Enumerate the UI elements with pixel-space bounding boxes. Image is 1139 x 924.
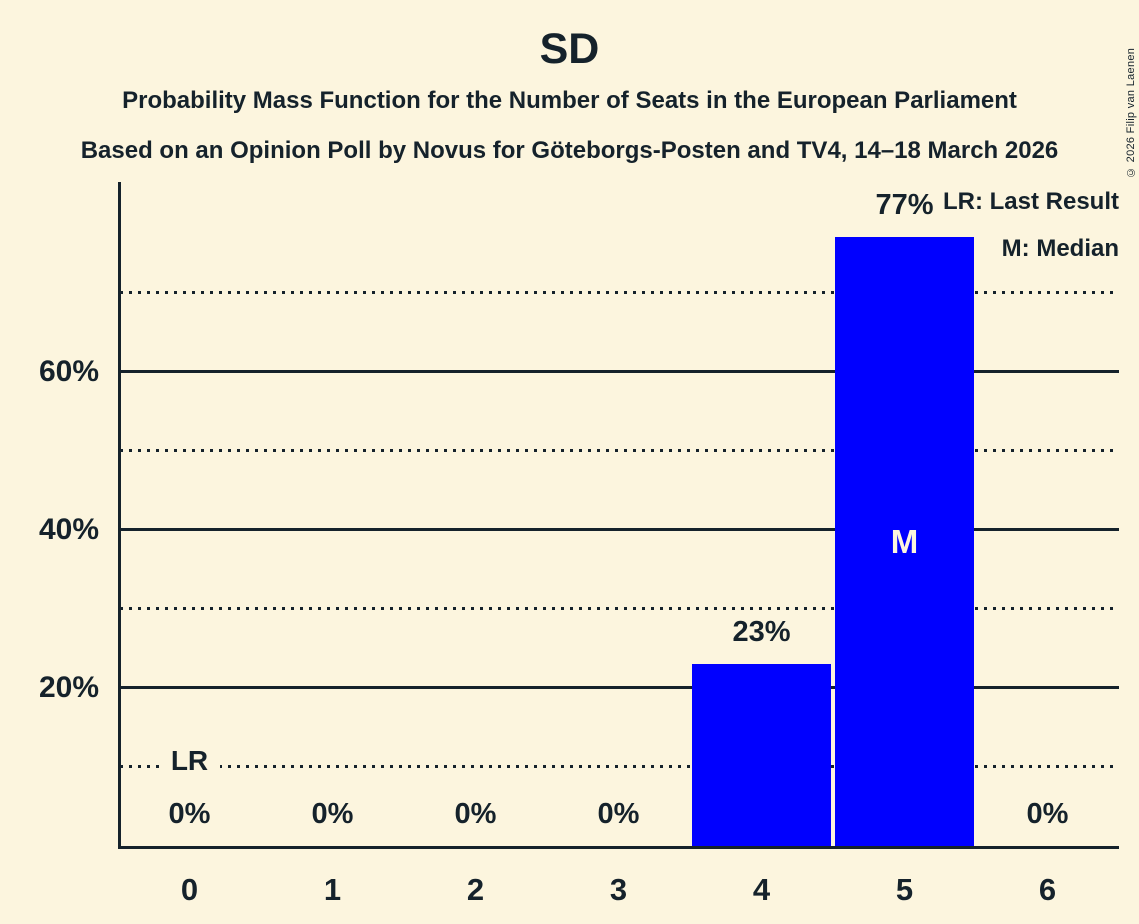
gridline-dotted-10 [120,765,1119,769]
bar-seats-4 [692,664,831,846]
bar-value-label-4: 23% [732,616,791,649]
gridline-solid-20 [120,686,1119,690]
median-label: M [890,522,919,560]
bar-value-label-2: 0% [454,798,497,830]
y-axis-label-40: 40% [38,512,99,546]
y-axis-label-20: 20% [38,670,99,704]
legend-last-result: LR: Last Result [942,188,1119,215]
x-axis-label-2: 2 [466,872,485,907]
gridline-dotted-30 [120,607,1119,611]
gridline-solid-60 [120,370,1119,374]
bar-value-label-3: 0% [597,798,640,830]
bar-value-label-5: 77% [875,189,934,222]
last-result-label: LR [159,745,220,776]
x-axis-label-0: 0 [180,872,199,907]
x-axis-label-1: 1 [323,872,342,907]
gridline-solid-40 [120,528,1119,532]
chart-subtitle-line2: Based on an Opinion Poll by Novus for Gö… [80,137,1059,164]
chart-subtitle-line1: Probability Mass Function for the Number… [122,87,1017,114]
bar-value-label-0: 0% [168,798,211,830]
x-axis-label-3: 3 [609,872,628,907]
y-axis-label-60: 60% [38,354,99,388]
gridline-dotted-70 [120,291,1119,295]
x-axis-label-5: 5 [895,872,914,907]
bar-value-label-6: 0% [1026,798,1069,830]
chart-title: SD [539,25,600,73]
x-axis-label-6: 6 [1038,872,1057,907]
y-axis [118,182,121,849]
gridline-dotted-50 [120,449,1119,453]
legend-median: M: Median [1001,235,1119,262]
x-axis [118,846,1119,849]
bar-seats-5 [835,237,974,846]
bar-value-label-1: 0% [311,798,354,830]
x-axis-label-4: 4 [752,872,771,907]
